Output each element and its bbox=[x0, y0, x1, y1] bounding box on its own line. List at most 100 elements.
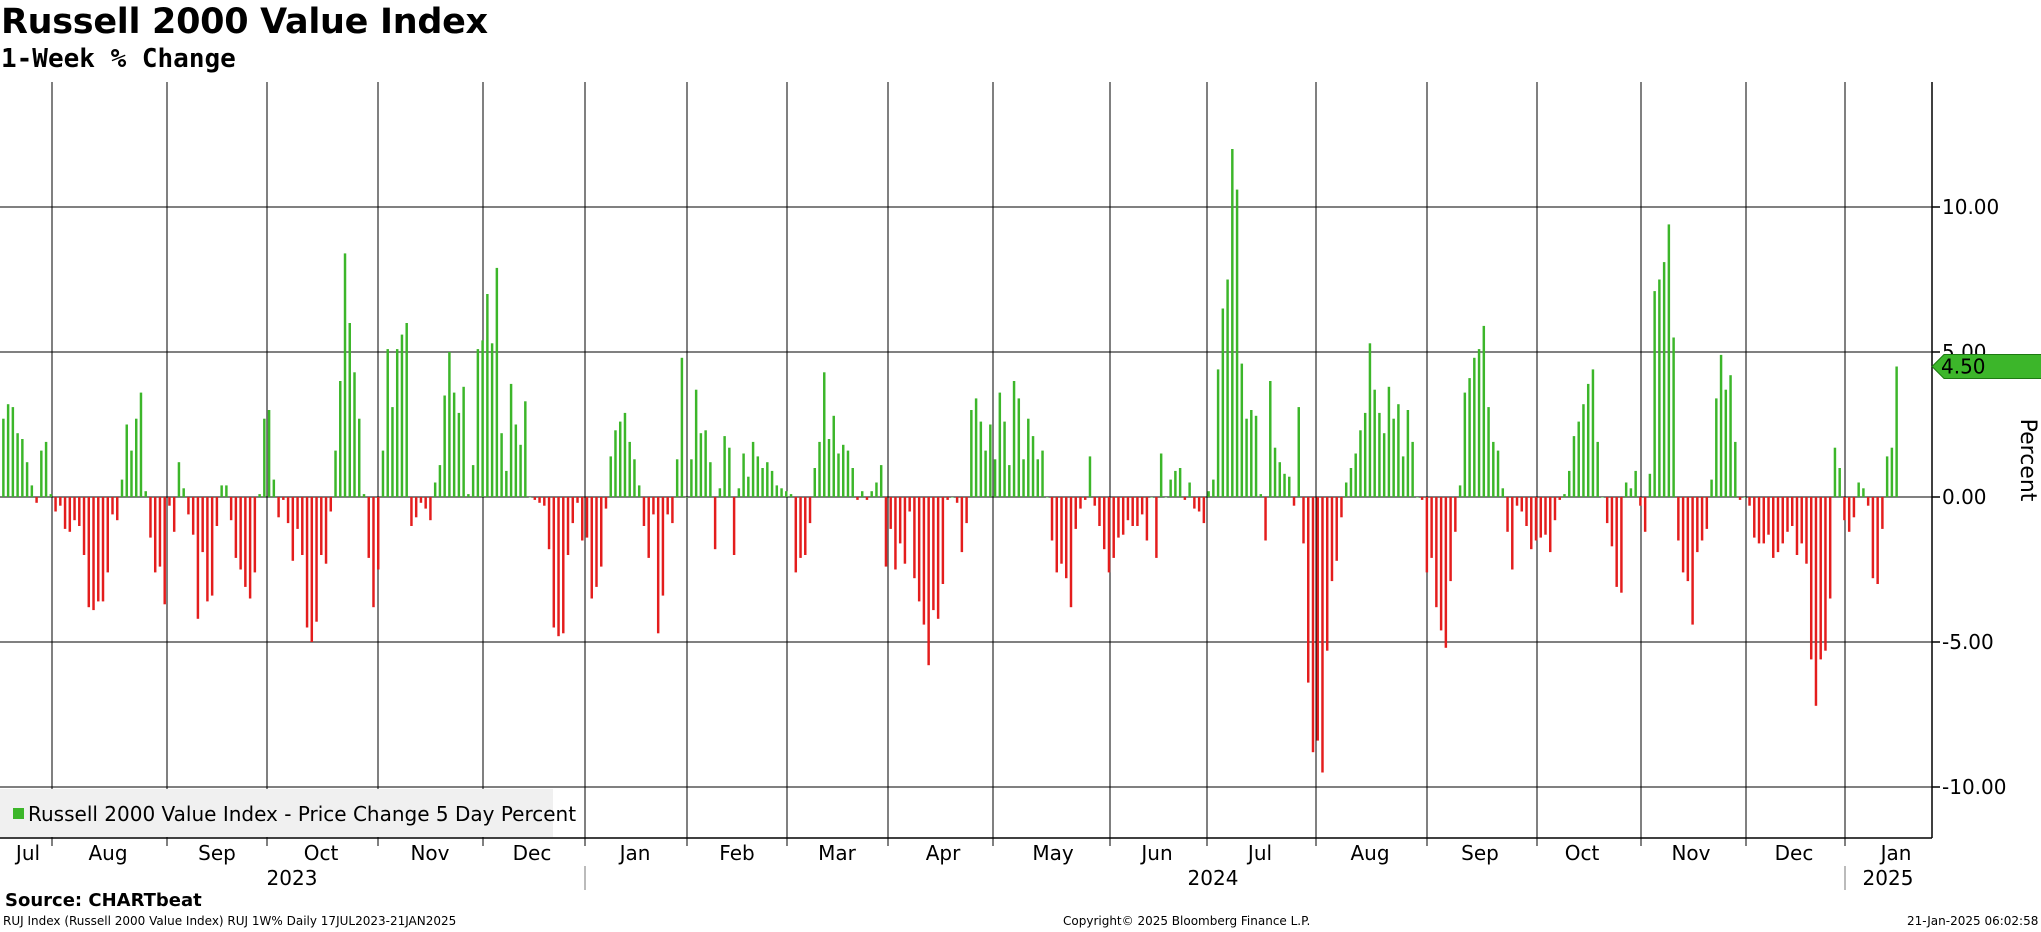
bar bbox=[1624, 482, 1628, 497]
month-label: Jul bbox=[1246, 841, 1272, 865]
bar bbox=[1515, 497, 1519, 506]
bar bbox=[1425, 497, 1429, 573]
bar bbox=[263, 418, 266, 497]
bar bbox=[1259, 494, 1263, 497]
chart-subtitle: 1-Week % Change bbox=[1, 44, 236, 74]
bar bbox=[1454, 497, 1457, 532]
bar bbox=[789, 494, 793, 497]
bar bbox=[291, 497, 295, 561]
bar bbox=[78, 497, 81, 526]
bar bbox=[2, 418, 5, 497]
bar bbox=[870, 491, 873, 497]
bar bbox=[1392, 418, 1395, 497]
bar bbox=[40, 450, 43, 497]
bar bbox=[1501, 488, 1505, 497]
month-label: Dec bbox=[1775, 841, 1814, 865]
bar bbox=[44, 441, 48, 497]
bar bbox=[1136, 497, 1139, 526]
y-tick-label: -10.00 bbox=[1942, 775, 2006, 799]
chart-title: Russell 2000 Value Index bbox=[1, 2, 488, 42]
bar bbox=[1691, 497, 1694, 625]
bar bbox=[884, 497, 888, 567]
bar bbox=[713, 497, 717, 550]
bar bbox=[315, 497, 318, 622]
bar bbox=[528, 497, 532, 498]
bar bbox=[248, 497, 252, 599]
bar bbox=[1791, 497, 1794, 526]
bar bbox=[1269, 381, 1272, 497]
bar bbox=[879, 465, 883, 497]
bar bbox=[998, 392, 1002, 497]
bar bbox=[1245, 418, 1248, 497]
bar bbox=[144, 491, 147, 497]
bar bbox=[666, 497, 669, 515]
bar bbox=[1449, 497, 1452, 582]
bar bbox=[1724, 389, 1728, 497]
year-label: 2024 bbox=[1188, 866, 1239, 890]
bar bbox=[604, 497, 608, 509]
bar bbox=[1155, 497, 1158, 558]
bar bbox=[747, 476, 750, 497]
bar bbox=[505, 470, 508, 497]
bar bbox=[524, 401, 527, 497]
bar bbox=[557, 497, 560, 637]
footer-copyright: Copyright© 2025 Bloomberg Finance L.P. bbox=[1063, 914, 1311, 928]
bar bbox=[562, 497, 565, 634]
bar bbox=[1605, 497, 1609, 524]
bar bbox=[1416, 497, 1419, 498]
bar bbox=[1634, 470, 1637, 497]
bar bbox=[1340, 497, 1343, 518]
bar bbox=[694, 389, 698, 497]
bar bbox=[381, 450, 385, 497]
bar bbox=[234, 497, 238, 558]
bar bbox=[970, 410, 973, 497]
bar bbox=[737, 488, 741, 497]
bar bbox=[476, 349, 480, 497]
bar bbox=[1188, 482, 1191, 497]
bar bbox=[1435, 497, 1438, 608]
bar bbox=[433, 482, 437, 497]
bar bbox=[581, 497, 584, 541]
bar bbox=[296, 497, 299, 529]
bar bbox=[1477, 349, 1481, 497]
legend-label: Russell 2000 Value Index - Price Change … bbox=[28, 802, 576, 826]
bar bbox=[1885, 456, 1889, 497]
bar bbox=[1496, 450, 1500, 497]
bar bbox=[875, 482, 878, 497]
bar bbox=[718, 488, 722, 497]
bar bbox=[1648, 473, 1652, 497]
bar bbox=[125, 424, 128, 497]
bar bbox=[1530, 497, 1533, 550]
bar bbox=[1658, 279, 1661, 497]
bar bbox=[59, 497, 62, 506]
bar bbox=[324, 497, 328, 564]
bar bbox=[1046, 497, 1049, 498]
bar bbox=[856, 497, 859, 500]
bar bbox=[1572, 436, 1576, 497]
bar bbox=[614, 430, 617, 497]
bar bbox=[1814, 497, 1818, 706]
bar bbox=[633, 459, 636, 497]
bar bbox=[974, 398, 978, 497]
bar bbox=[927, 497, 930, 666]
bar bbox=[1401, 456, 1405, 497]
bar bbox=[699, 433, 703, 497]
bar bbox=[1672, 337, 1675, 497]
y-tick-label: 0.00 bbox=[1942, 485, 1987, 509]
bar bbox=[320, 497, 323, 555]
bar bbox=[400, 334, 404, 497]
bar bbox=[353, 372, 356, 497]
bar bbox=[196, 497, 200, 619]
bar bbox=[832, 415, 835, 497]
bar bbox=[490, 343, 494, 497]
bar bbox=[182, 488, 185, 497]
bar bbox=[68, 497, 72, 532]
bar bbox=[509, 383, 513, 497]
bar bbox=[1169, 479, 1172, 497]
bar bbox=[1871, 497, 1875, 579]
bar bbox=[671, 497, 674, 524]
bar bbox=[1544, 497, 1547, 535]
bar bbox=[201, 497, 204, 553]
month-label: Dec bbox=[513, 841, 552, 865]
bar bbox=[1639, 497, 1642, 506]
